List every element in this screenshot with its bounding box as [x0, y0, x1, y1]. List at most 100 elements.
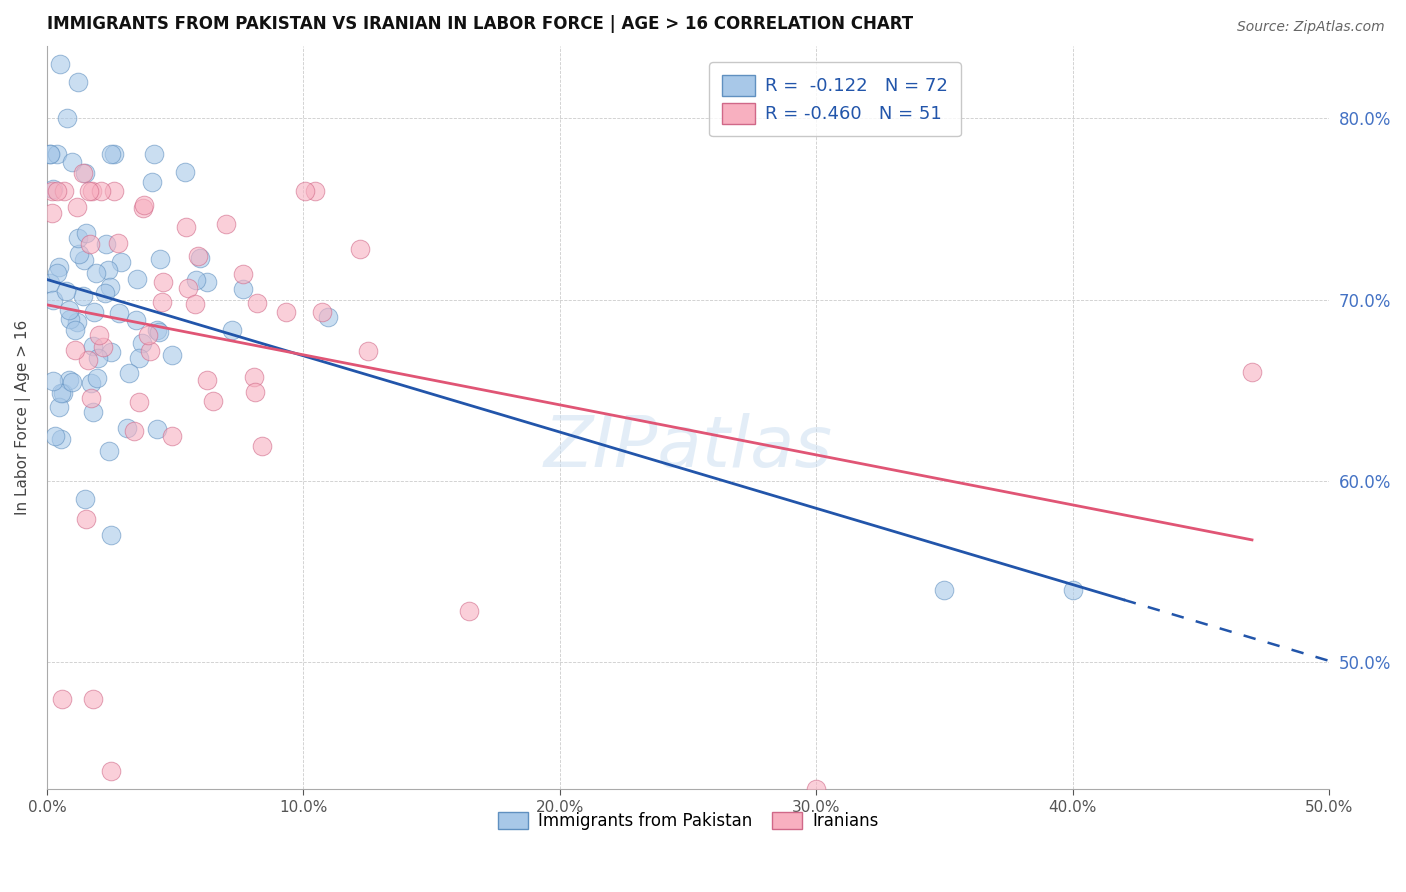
Point — [174, 219, 197, 234]
Point — [122, 425, 145, 439]
Point — [63, 343, 86, 358]
Point — [125, 272, 148, 286]
Point — [84, 266, 107, 280]
Point — [55, 284, 77, 298]
Point — [252, 439, 274, 453]
Point — [128, 395, 150, 409]
Point — [100, 764, 122, 778]
Text: IMMIGRANTS FROM PAKISTAN VS IRANIAN IN LABOR FORCE | AGE > 16 CORRELATION CHART: IMMIGRANTS FROM PAKISTAN VS IRANIAN IN L… — [46, 15, 912, 33]
Point — [66, 75, 89, 89]
Point — [110, 254, 132, 268]
Point — [42, 374, 65, 388]
Point — [82, 691, 104, 706]
Point — [58, 303, 80, 318]
Point — [148, 325, 170, 339]
Point — [195, 276, 218, 290]
Point — [77, 184, 100, 198]
Point — [117, 421, 139, 435]
Point — [90, 184, 112, 198]
Point — [98, 279, 121, 293]
Point — [48, 400, 70, 414]
Point — [103, 184, 125, 198]
Text: ZIPatlas: ZIPatlas — [544, 413, 832, 482]
Point — [174, 165, 197, 179]
Point — [56, 112, 79, 126]
Point — [349, 242, 371, 256]
Point — [42, 293, 65, 307]
Point — [134, 198, 156, 212]
Point — [72, 166, 94, 180]
Point — [232, 282, 254, 296]
Point — [145, 323, 167, 337]
Point — [41, 184, 63, 198]
Point — [52, 385, 75, 400]
Point — [45, 147, 67, 161]
Point — [75, 512, 97, 526]
Point — [59, 312, 82, 326]
Point — [124, 313, 146, 327]
Point — [82, 339, 104, 353]
Point — [128, 351, 150, 365]
Point — [87, 351, 110, 365]
Point — [75, 166, 97, 180]
Point — [149, 252, 172, 267]
Point — [91, 340, 114, 354]
Point — [294, 184, 316, 198]
Point — [67, 246, 90, 260]
Point — [77, 353, 100, 368]
Point — [72, 288, 94, 302]
Point — [187, 249, 209, 263]
Point — [136, 328, 159, 343]
Point — [97, 263, 120, 277]
Point — [139, 343, 162, 358]
Point — [39, 147, 62, 161]
Point — [184, 297, 207, 311]
Point — [83, 305, 105, 319]
Point — [311, 304, 333, 318]
Point — [49, 432, 72, 446]
Point — [215, 217, 238, 231]
Point — [60, 154, 83, 169]
Point — [80, 391, 103, 405]
Point — [141, 175, 163, 189]
Point — [934, 582, 956, 597]
Point — [75, 491, 97, 506]
Point — [243, 385, 266, 400]
Point — [89, 327, 111, 342]
Point — [1062, 582, 1084, 597]
Point — [160, 348, 183, 362]
Point — [100, 147, 122, 161]
Point — [97, 443, 120, 458]
Point — [82, 405, 104, 419]
Point — [41, 205, 63, 219]
Point — [457, 604, 479, 618]
Point — [86, 371, 108, 385]
Point — [38, 276, 60, 290]
Point — [63, 323, 86, 337]
Point — [80, 184, 103, 198]
Point — [51, 691, 73, 706]
Text: Source: ZipAtlas.com: Source: ZipAtlas.com — [1237, 20, 1385, 34]
Point — [152, 275, 174, 289]
Point — [150, 295, 173, 310]
Point — [100, 528, 122, 542]
Point — [48, 260, 70, 275]
Point — [318, 310, 340, 324]
Point — [243, 369, 266, 384]
Point — [197, 373, 219, 387]
Point — [201, 394, 224, 409]
Point — [186, 273, 208, 287]
Point — [100, 345, 122, 359]
Point — [58, 373, 80, 387]
Point — [131, 335, 153, 350]
Point — [221, 323, 243, 337]
Point — [107, 235, 129, 250]
Point — [45, 184, 67, 198]
Point — [49, 57, 72, 71]
Point — [46, 266, 69, 280]
Point — [66, 200, 89, 214]
Point — [274, 305, 297, 319]
Point — [44, 429, 66, 443]
Point — [94, 286, 117, 301]
Point — [160, 429, 183, 443]
